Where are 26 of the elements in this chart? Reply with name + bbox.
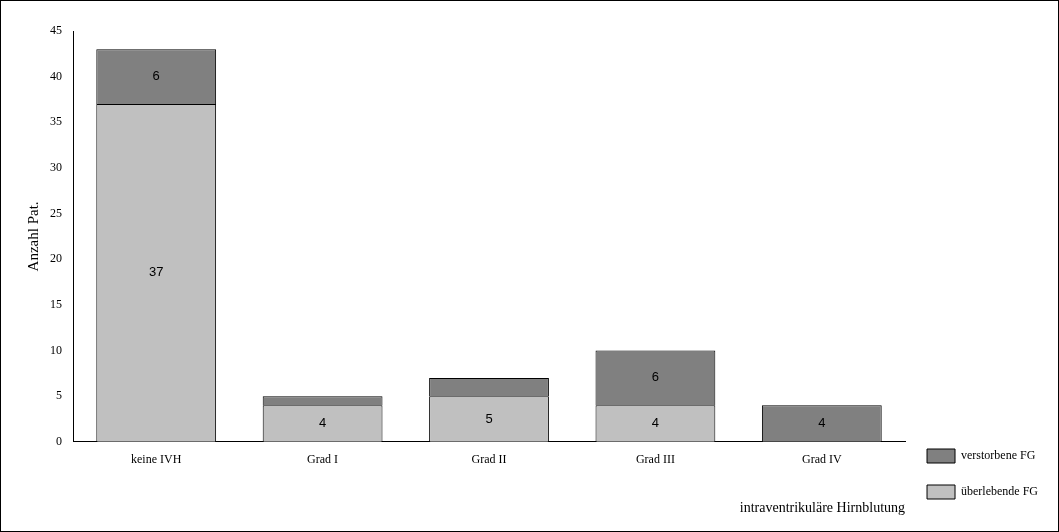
data-label: 4 bbox=[651, 415, 660, 431]
y-tick-label: 0 bbox=[56, 433, 62, 448]
x-tick-label: Grad IV bbox=[801, 452, 842, 467]
y-tick-label: 40 bbox=[50, 68, 62, 83]
data-label: 6 bbox=[651, 369, 660, 385]
legend-label: überlebende FG bbox=[961, 484, 1039, 499]
data-label: 4 bbox=[318, 415, 327, 431]
data-label: 5 bbox=[485, 410, 493, 426]
y-tick-label: 30 bbox=[50, 160, 62, 175]
y-tick-label: 45 bbox=[50, 23, 62, 38]
data-label: 37 bbox=[148, 264, 164, 280]
x-tick-label: keine IVH bbox=[131, 452, 182, 467]
y-tick-label: 15 bbox=[50, 297, 62, 312]
x-axis-title: intraventrikuläre Hirnblutung bbox=[739, 500, 906, 516]
x-tick-label: Grad III bbox=[635, 452, 675, 467]
y-tick-label: 5 bbox=[56, 388, 62, 403]
y-tick-label: 25 bbox=[50, 205, 62, 220]
data-label: 4 bbox=[818, 415, 826, 431]
x-tick-label: Grad II bbox=[471, 452, 507, 467]
data-label: 6 bbox=[152, 68, 160, 84]
y-tick-label: 35 bbox=[50, 114, 62, 129]
y-tick-label: 20 bbox=[50, 251, 62, 266]
y-tick-label: 10 bbox=[50, 342, 62, 357]
y-axis-title: Anzahl Pat. bbox=[24, 201, 41, 272]
legend-label: verstorbene FG bbox=[961, 448, 1036, 463]
x-tick-label: Grad I bbox=[307, 452, 339, 467]
